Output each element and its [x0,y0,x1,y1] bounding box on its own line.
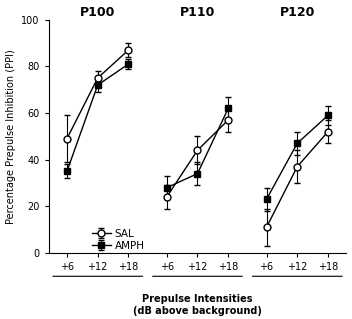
Title: P120: P120 [279,5,315,19]
Title: P110: P110 [180,5,215,19]
Title: P100: P100 [80,5,115,19]
Y-axis label: Percentage Prepulse Inhibition (PPI): Percentage Prepulse Inhibition (PPI) [6,49,15,224]
Text: Prepulse Intensities
(dB above background): Prepulse Intensities (dB above backgroun… [133,294,262,316]
Legend: SAL, AMPH: SAL, AMPH [92,229,145,251]
